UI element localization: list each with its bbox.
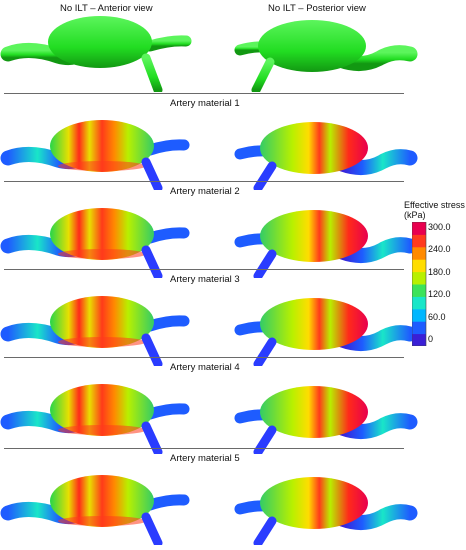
no-ilt-posterior-geometry [234,20,418,92]
anterior-stress-map [0,475,190,545]
row-title: Artery material 5 [170,453,240,464]
colorbar-tick-label: 300.0 [428,222,451,232]
posterior-stress-map [234,386,418,454]
colorbar-frame [412,222,427,346]
anterior-view-title: No ILT – Anterior view [60,3,153,14]
row-title: Artery material 4 [170,362,240,373]
colorbar-segment [412,246,426,260]
colorbar-segment [412,234,426,248]
posterior-stress-map [234,122,418,190]
separator-line [4,93,404,94]
row-title: Artery material 2 [170,186,240,197]
separator-line [4,181,404,182]
colorbar-segment [412,296,426,310]
colorbar-segment [412,321,426,335]
colorbar-segment [412,259,426,273]
separator-line [4,269,404,270]
separator-line [4,448,404,449]
row-title: Artery material 3 [170,274,240,285]
posterior-stress-map [234,210,418,278]
no-ilt-anterior-geometry [0,16,192,92]
anterior-stress-map [0,384,190,454]
colorbar-tick-label: 120.0 [428,289,451,300]
posterior-stress-map [234,477,418,545]
colorbar-segment [412,333,426,346]
row-title: Artery material 1 [170,98,240,109]
anterior-stress-map [0,208,190,278]
separator-line [4,357,404,358]
colorbar-tick-label: 240.0 [428,244,451,255]
colorbar-unit: (kPa) [404,210,426,220]
anterior-stress-map [0,120,190,190]
colorbar-title: Effective stress [404,200,465,210]
posterior-view-title: No ILT – Posterior view [268,3,366,14]
colorbar-tick-label: 180.0 [428,266,451,277]
colorbar [412,222,427,346]
colorbar-segment [412,271,426,285]
posterior-stress-map [234,298,418,366]
colorbar-tick-label: 60.0 [428,311,446,322]
colorbar-segment [412,222,426,235]
colorbar-segment [412,308,426,322]
colorbar-segment [412,284,426,297]
anterior-stress-map [0,296,190,366]
colorbar-tick-label: 0 [428,334,434,344]
